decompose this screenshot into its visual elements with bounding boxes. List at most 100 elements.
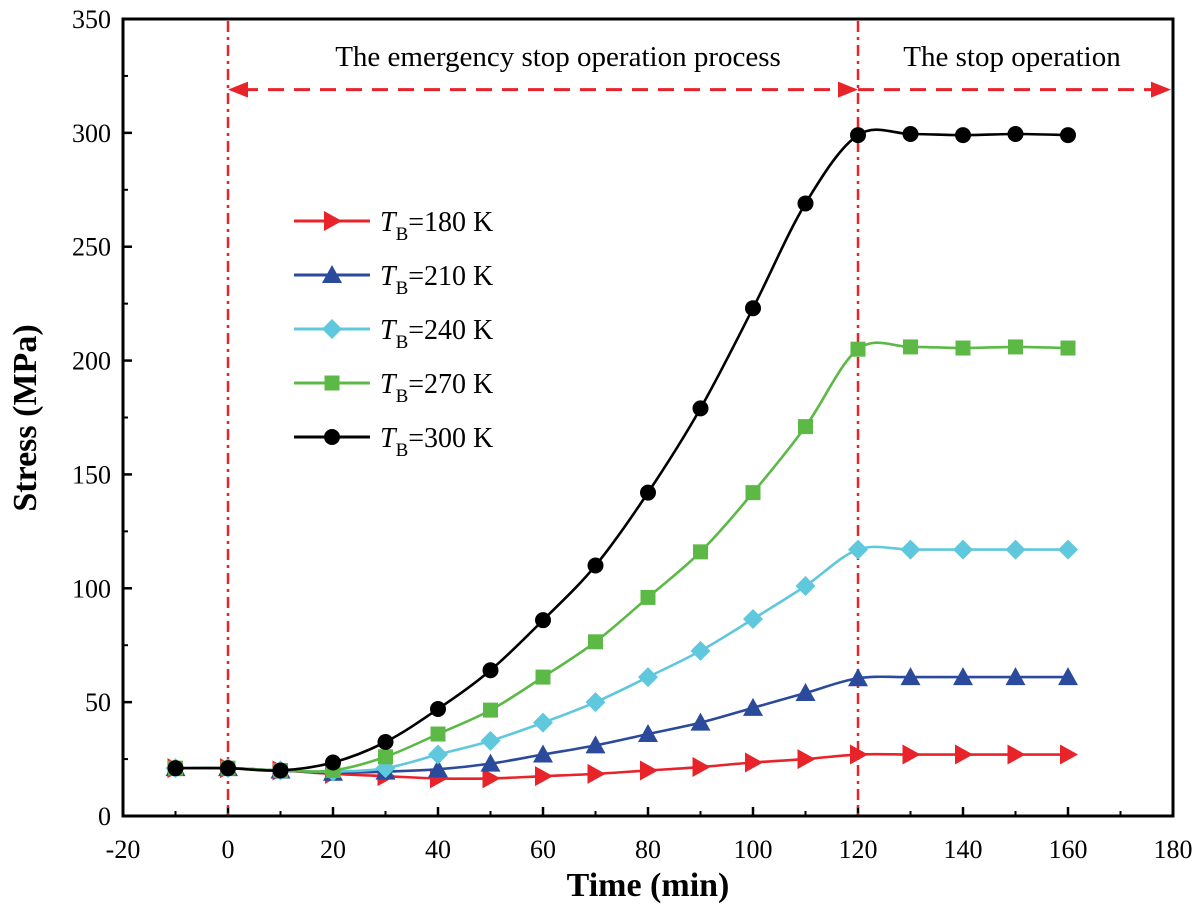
data-point	[430, 700, 446, 717]
data-point	[1008, 339, 1023, 355]
data-point	[587, 763, 606, 784]
data-point	[692, 400, 709, 417]
data-point	[795, 683, 816, 702]
series-3	[165, 539, 1078, 782]
data-point	[428, 744, 448, 765]
x-tick-label: 100	[734, 835, 773, 864]
legend-subscript: B	[396, 386, 409, 407]
data-point	[533, 744, 553, 763]
legend-entry: TB=210 K	[294, 261, 493, 299]
data-point	[167, 760, 184, 777]
legend-value: =240 K	[408, 315, 493, 346]
data-point	[638, 667, 658, 688]
series-4	[168, 339, 1076, 778]
data-point	[480, 753, 501, 772]
data-point	[640, 760, 658, 781]
y-axis-title: Stress (MPa)	[7, 324, 44, 511]
data-point	[640, 589, 656, 605]
data-point	[428, 759, 448, 778]
data-point	[850, 744, 868, 765]
data-point	[535, 766, 553, 787]
legend-entry: TB=180 K	[294, 207, 493, 245]
series-5	[167, 125, 1076, 779]
legend-value: =270 K	[408, 369, 493, 400]
phase-arrow-head-right	[838, 81, 858, 98]
plot-frame	[121, 17, 1175, 818]
annotation-stop-operation: The stop operation	[903, 41, 1121, 73]
data-point	[482, 768, 501, 789]
legend-label: TB=300 K	[380, 423, 493, 461]
x-tick-label: 80	[635, 835, 661, 864]
data-point	[743, 609, 763, 630]
legend-marker	[322, 265, 342, 283]
x-tick-label: 140	[944, 835, 983, 864]
data-point	[535, 669, 551, 685]
data-point	[743, 697, 763, 716]
data-point	[585, 692, 606, 713]
data-point	[1060, 340, 1076, 356]
legend: TB=180 KTB=210 KTB=240 KTB=270 KTB=300 K	[294, 207, 493, 461]
data-point	[1060, 127, 1076, 144]
y-tick-label: 300	[72, 119, 111, 148]
legend-value: =210 K	[408, 261, 493, 292]
y-tick-label: 100	[72, 574, 111, 603]
data-point	[850, 127, 866, 144]
x-tick-label: 60	[530, 835, 556, 864]
legend-subscript: B	[396, 224, 409, 245]
legend-entry: TB=300 K	[294, 423, 493, 461]
legend-label: TB=210 K	[380, 261, 493, 299]
data-point	[692, 757, 711, 778]
data-point	[797, 195, 814, 212]
x-tick-label: 160	[1049, 835, 1088, 864]
annotation-emergency-stop-process: The emergency stop operation process	[335, 41, 781, 73]
data-point	[848, 668, 868, 687]
data-point	[745, 300, 761, 317]
data-point	[1058, 539, 1078, 560]
data-point	[900, 539, 921, 560]
legend-symbol: T	[380, 261, 398, 292]
legend-value: =180 K	[408, 207, 493, 238]
data-point	[745, 752, 763, 773]
y-tick-label: 200	[72, 347, 111, 376]
series-2	[165, 667, 1078, 781]
data-point	[900, 667, 921, 686]
legend-symbol: T	[380, 423, 398, 454]
legend-label: TB=270 K	[380, 369, 493, 407]
phase-annotations: The emergency stop operation process The…	[226, 21, 1171, 816]
legend-marker	[324, 375, 340, 391]
legend-symbol: T	[380, 315, 398, 346]
data-point	[1058, 667, 1078, 686]
y-tick-label: 350	[72, 5, 111, 34]
x-axis-title: Time (min)	[567, 867, 730, 904]
y-tick-label: 50	[85, 688, 111, 717]
series-1	[167, 744, 1078, 789]
data-point	[588, 634, 603, 650]
data-point	[325, 754, 341, 771]
x-tick-label: 180	[1154, 835, 1193, 864]
data-point	[690, 712, 711, 731]
data-point	[955, 340, 971, 356]
legend-marker	[322, 319, 342, 339]
data-point	[903, 339, 918, 355]
legend-label: TB=180 K	[380, 207, 493, 245]
data-point	[955, 127, 971, 144]
data-point	[378, 749, 393, 765]
data-point	[585, 735, 606, 754]
data-point	[902, 125, 919, 142]
x-tick-label: 120	[839, 835, 878, 864]
data-point	[953, 667, 973, 686]
data-point	[693, 544, 708, 560]
data-point	[220, 760, 236, 777]
legend-value: =300 K	[408, 423, 493, 454]
data-point	[797, 749, 816, 770]
data-point	[638, 724, 658, 743]
axis-ticks: -20 0 20 40 60 80 100 120 140 160 180 0 50 100 150 200 2…	[72, 5, 1193, 864]
data-point	[482, 662, 499, 679]
legend-subscript: B	[396, 440, 409, 461]
x-tick-label: 0	[222, 835, 235, 864]
plot-series	[165, 125, 1078, 789]
data-point	[533, 712, 553, 733]
data-point	[535, 612, 551, 629]
x-tick-label: 40	[425, 835, 451, 864]
